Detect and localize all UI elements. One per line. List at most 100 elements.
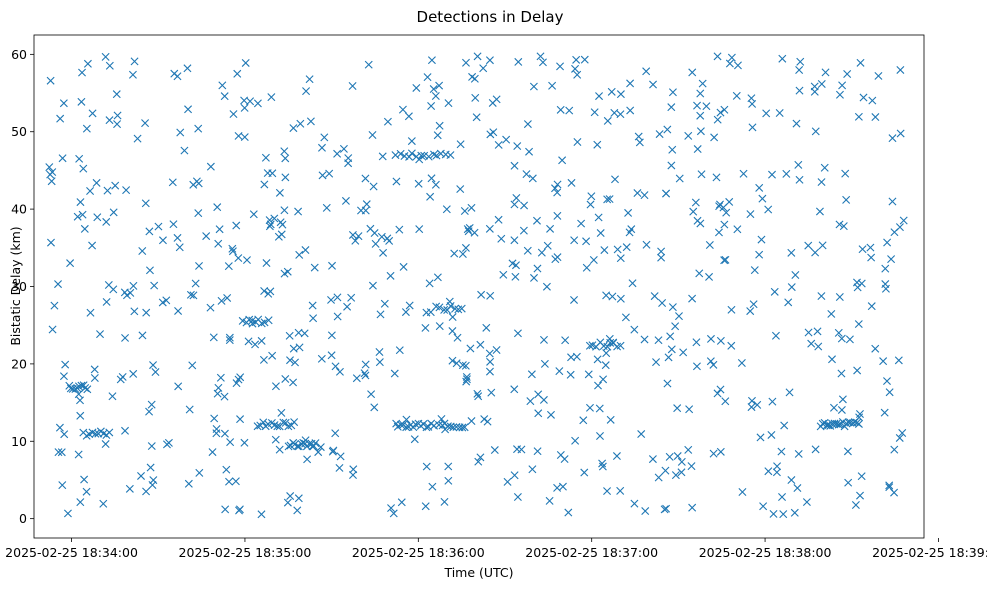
data-point — [511, 261, 520, 270]
data-point — [637, 430, 646, 439]
data-point — [55, 423, 64, 432]
data-point — [654, 473, 663, 482]
data-point — [843, 447, 852, 456]
data-point — [184, 479, 193, 488]
data-point — [828, 355, 836, 364]
data-point — [492, 346, 501, 355]
data-point — [859, 93, 868, 102]
data-point — [854, 419, 863, 428]
data-point — [294, 494, 303, 503]
data-point — [510, 236, 519, 245]
data-point — [486, 291, 495, 300]
y-axis: 0 10 20 30 40 50 60 — [11, 47, 34, 526]
data-point — [494, 140, 503, 149]
data-point — [696, 111, 705, 120]
data-point — [630, 499, 639, 508]
x-tick-label: 2025-02-25 18:38:00 — [699, 545, 832, 560]
data-point — [513, 493, 522, 501]
data-point — [609, 339, 618, 348]
data-point — [693, 145, 702, 154]
data-point — [145, 407, 154, 416]
data-point — [749, 300, 758, 309]
data-point — [483, 417, 492, 426]
data-point — [57, 448, 66, 457]
data-point — [445, 297, 454, 306]
data-point — [278, 220, 287, 229]
data-point — [118, 372, 127, 381]
data-point — [748, 99, 757, 108]
data-point — [602, 291, 611, 300]
data-point — [191, 279, 200, 288]
data-point — [128, 70, 137, 79]
data-point — [279, 418, 288, 427]
data-point — [598, 459, 607, 468]
data-point — [487, 388, 496, 397]
data-point — [548, 81, 557, 90]
data-point — [795, 86, 804, 95]
data-point — [145, 227, 154, 236]
data-point — [818, 241, 827, 250]
data-point — [222, 465, 231, 474]
data-point — [79, 164, 88, 173]
data-point — [234, 131, 243, 140]
data-point — [76, 198, 85, 207]
data-point — [390, 369, 399, 378]
data-point — [184, 105, 193, 114]
data-point — [212, 425, 221, 433]
data-point — [415, 225, 424, 234]
data-point — [514, 57, 523, 66]
data-point — [871, 344, 880, 353]
data-point — [265, 216, 274, 225]
data-point — [715, 202, 724, 211]
data-point — [88, 241, 97, 250]
data-point — [450, 249, 459, 258]
data-point — [624, 208, 633, 217]
data-point — [697, 170, 706, 179]
data-point — [174, 382, 183, 391]
data-point — [894, 356, 903, 365]
data-point — [687, 462, 696, 471]
data-point — [93, 213, 102, 222]
data-point — [534, 409, 543, 418]
data-point — [594, 381, 602, 390]
data-point — [348, 82, 357, 90]
data-point — [253, 99, 262, 108]
data-point — [811, 248, 820, 257]
data-point — [845, 335, 854, 344]
data-point — [480, 415, 489, 424]
data-point — [598, 462, 607, 471]
data-point — [855, 409, 864, 418]
data-point — [125, 484, 134, 493]
data-point — [386, 271, 395, 280]
data-point — [352, 374, 361, 383]
data-point — [857, 472, 866, 481]
data-point — [391, 151, 400, 160]
data-point — [867, 253, 876, 262]
data-point — [248, 319, 257, 328]
data-point — [440, 305, 449, 314]
data-point — [584, 370, 593, 379]
y-tick-label: 20 — [11, 356, 27, 371]
data-point — [655, 130, 664, 139]
data-point — [461, 58, 470, 67]
data-point — [341, 196, 350, 205]
y-tick-label: 30 — [11, 279, 27, 294]
data-point — [695, 269, 704, 278]
data-point — [262, 259, 271, 268]
data-point — [551, 184, 559, 193]
data-point — [328, 261, 337, 270]
data-point — [361, 371, 370, 380]
data-point — [712, 173, 721, 182]
data-point — [519, 226, 528, 235]
data-point — [472, 113, 481, 122]
data-point — [428, 482, 437, 491]
data-point — [603, 195, 612, 204]
data-point — [444, 476, 453, 485]
data-point — [887, 255, 896, 264]
data-point — [822, 421, 831, 430]
data-point — [271, 382, 280, 391]
data-point — [328, 447, 337, 456]
data-point — [898, 429, 907, 438]
data-point — [360, 369, 369, 378]
data-point — [280, 147, 289, 156]
